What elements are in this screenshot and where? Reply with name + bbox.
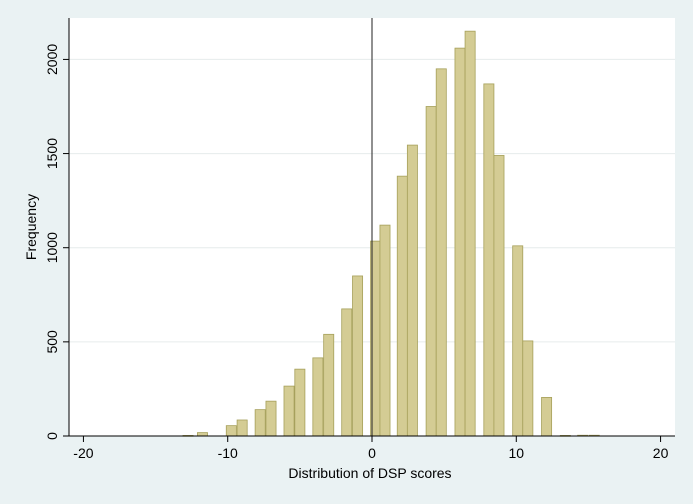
bar-8 (312, 357, 324, 437)
bar-22 (512, 245, 524, 437)
bar-17 (435, 68, 447, 437)
bar-3 (236, 419, 248, 437)
x-tick-label-0: 0 (368, 445, 376, 461)
bar-20 (483, 83, 495, 437)
y-tick-label-500: 500 (44, 330, 60, 354)
y-tick-label-0: 0 (44, 432, 60, 440)
bar-16 (425, 106, 437, 437)
x-tick-label--20: -20 (73, 445, 93, 461)
bar-5 (265, 400, 277, 437)
bar-2 (225, 425, 237, 437)
bar-15 (406, 144, 418, 437)
bar-23 (522, 340, 534, 437)
bars (182, 30, 600, 437)
y-tick-label-1000: 1000 (44, 232, 60, 263)
x-tick-label-20: 20 (653, 445, 669, 461)
y-tick-label-2000: 2000 (44, 44, 60, 75)
bar-9 (323, 333, 335, 437)
x-tick-label-10: 10 (508, 445, 524, 461)
bar-4 (254, 409, 266, 437)
bar-11 (352, 275, 364, 437)
bar-7 (294, 368, 306, 437)
bar-24 (541, 397, 553, 437)
bar-1 (197, 432, 208, 437)
y-tick-label-1500: 1500 (44, 138, 60, 169)
bar-19 (464, 30, 476, 437)
y-axis-title: Frequency (23, 194, 39, 260)
bar-6 (283, 385, 295, 437)
bar-18 (454, 47, 466, 437)
bar-21 (493, 155, 505, 437)
bar-14 (396, 175, 408, 437)
tick-labels: -20 -10 0 10 20 0 500 1000 1500 2000 (44, 44, 669, 461)
bar-10 (341, 308, 353, 437)
x-axis-title: Distribution of DSP scores (288, 465, 451, 481)
bar-13 (379, 224, 391, 437)
x-tick-label--10: -10 (218, 445, 238, 461)
axes (63, 18, 675, 442)
